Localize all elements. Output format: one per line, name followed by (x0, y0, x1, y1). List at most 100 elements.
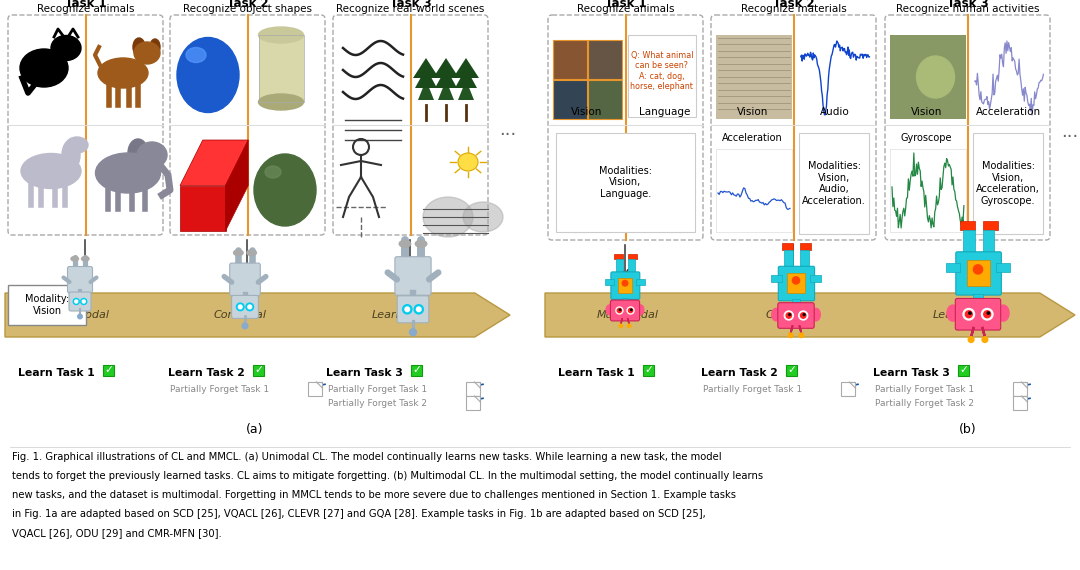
Text: tends to forget the previously learned tasks. CL aims to mitigate forgetting. (b: tends to forget the previously learned t… (12, 471, 764, 481)
Polygon shape (180, 140, 248, 185)
Bar (622, 298, 627, 302)
Bar (618, 278, 632, 293)
Text: Task 3: Task 3 (947, 0, 988, 10)
Bar (588, 80, 622, 119)
Polygon shape (433, 58, 459, 78)
Text: Modalities:
Vision,
Language.: Modalities: Vision, Language. (599, 166, 652, 199)
Text: Learn Task 1: Learn Task 1 (558, 368, 635, 378)
Text: Vision: Vision (737, 107, 768, 117)
Text: Recognize materials: Recognize materials (741, 4, 847, 14)
Ellipse shape (804, 314, 805, 316)
Ellipse shape (98, 58, 148, 88)
Bar (553, 80, 586, 119)
Bar (997, 263, 1010, 272)
Ellipse shape (627, 324, 631, 328)
Ellipse shape (627, 307, 634, 314)
Ellipse shape (21, 153, 81, 189)
Ellipse shape (984, 311, 990, 317)
Text: ...: ... (1062, 123, 1079, 141)
Bar (799, 133, 869, 234)
Polygon shape (226, 140, 248, 231)
FancyBboxPatch shape (956, 252, 1001, 295)
Polygon shape (418, 80, 434, 100)
Text: (a): (a) (246, 424, 264, 437)
Text: Acceleration: Acceleration (976, 107, 1041, 117)
Bar (967, 260, 989, 286)
Ellipse shape (417, 307, 421, 312)
Ellipse shape (75, 300, 78, 303)
Polygon shape (415, 68, 437, 88)
Ellipse shape (95, 153, 161, 193)
Text: Multimodal: Multimodal (596, 310, 659, 320)
Ellipse shape (969, 337, 974, 343)
Ellipse shape (254, 154, 316, 226)
Ellipse shape (619, 324, 622, 328)
FancyBboxPatch shape (956, 299, 1001, 330)
Text: Recognize animals: Recognize animals (577, 4, 674, 14)
FancyBboxPatch shape (610, 300, 639, 321)
Ellipse shape (129, 139, 148, 167)
Text: ✓: ✓ (644, 365, 653, 376)
Ellipse shape (800, 313, 806, 318)
Text: Modality:
Vision: Modality: Vision (25, 294, 69, 316)
FancyBboxPatch shape (170, 15, 325, 235)
Ellipse shape (947, 305, 958, 321)
Polygon shape (453, 58, 480, 78)
Bar (958, 365, 969, 376)
Bar (411, 365, 422, 376)
Text: Partially Forget Task 1: Partially Forget Task 1 (328, 385, 427, 393)
Text: Task 1: Task 1 (605, 0, 646, 10)
Ellipse shape (622, 280, 627, 286)
Ellipse shape (133, 38, 145, 56)
FancyBboxPatch shape (548, 15, 703, 240)
Bar (259, 35, 303, 102)
Polygon shape (438, 80, 454, 100)
FancyBboxPatch shape (333, 15, 488, 235)
Bar (1013, 396, 1027, 410)
Bar (983, 221, 998, 230)
Ellipse shape (405, 307, 409, 312)
Polygon shape (455, 68, 477, 88)
FancyBboxPatch shape (8, 15, 163, 235)
FancyBboxPatch shape (231, 295, 258, 319)
Bar (643, 365, 654, 376)
Ellipse shape (982, 337, 988, 343)
Ellipse shape (265, 166, 281, 178)
Bar (627, 35, 697, 117)
Bar (973, 133, 1043, 234)
Bar (786, 365, 797, 376)
Ellipse shape (62, 140, 80, 170)
Ellipse shape (247, 250, 256, 255)
FancyBboxPatch shape (611, 272, 639, 299)
Text: Modalities:
Vision,
Audio,
Acceleration.: Modalities: Vision, Audio, Acceleration. (802, 161, 866, 206)
Bar (810, 275, 821, 282)
Ellipse shape (416, 241, 427, 247)
Bar (799, 250, 809, 268)
Ellipse shape (616, 307, 623, 314)
Text: Learn Task 3: Learn Task 3 (873, 368, 950, 378)
Polygon shape (435, 68, 457, 88)
Ellipse shape (239, 305, 242, 309)
Bar (793, 299, 799, 305)
Text: Learn Task 2: Learn Task 2 (701, 368, 778, 378)
Ellipse shape (258, 94, 303, 110)
FancyBboxPatch shape (69, 292, 91, 311)
Text: in Fig. 1a are adapted based on SCD [25], VQACL [26], CLEVR [27] and GQA [28]. E: in Fig. 1a are adapted based on SCD [25]… (12, 509, 705, 519)
Text: (b): (b) (959, 424, 976, 437)
Ellipse shape (71, 256, 79, 261)
Bar (253, 365, 264, 376)
FancyBboxPatch shape (779, 266, 814, 301)
Bar (259, 35, 303, 102)
Ellipse shape (786, 313, 792, 318)
Ellipse shape (973, 265, 983, 274)
Ellipse shape (150, 39, 160, 55)
Ellipse shape (82, 300, 85, 303)
Bar (8, 285, 86, 325)
Text: Continual: Continual (766, 310, 819, 320)
Bar (636, 279, 645, 284)
Bar (716, 35, 792, 119)
FancyBboxPatch shape (230, 263, 260, 296)
Ellipse shape (799, 333, 804, 337)
Polygon shape (413, 58, 438, 78)
Bar (606, 279, 613, 284)
